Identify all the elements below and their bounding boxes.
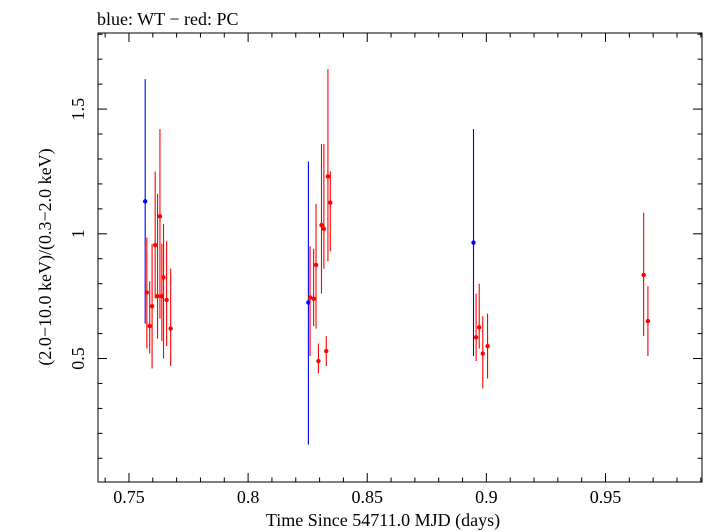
data-point	[306, 300, 311, 305]
data-point	[328, 200, 333, 205]
data-point	[319, 222, 324, 228]
data-point	[471, 240, 476, 245]
x-tick-label: 0.85	[351, 487, 383, 507]
data-point	[164, 297, 169, 303]
data-point	[147, 323, 152, 329]
y-tick-label: 1	[68, 229, 88, 238]
x-tick-label: 0.9	[475, 487, 498, 507]
chart-title: blue: WT − red: PC	[97, 9, 238, 29]
series-1	[144, 69, 651, 389]
data-point	[313, 262, 319, 268]
data-point	[168, 326, 173, 331]
data-point	[155, 293, 160, 299]
axis-ticks: 0.75 0.8 0.85 0.9 0.95 0.5 1 1.5	[68, 33, 702, 507]
series-0	[142, 79, 476, 445]
data-point	[152, 242, 158, 248]
y-axis-label: (2.0−10.0 keV)/(0.3−2.0 keV)	[35, 148, 56, 365]
data-point	[321, 226, 327, 232]
data-marks	[142, 69, 651, 445]
data-point	[161, 275, 166, 280]
data-point	[149, 303, 155, 309]
data-point	[311, 296, 316, 301]
data-point	[641, 272, 646, 278]
plot-frame	[97, 32, 703, 483]
data-point	[307, 295, 313, 300]
data-point	[157, 214, 163, 219]
data-point	[159, 293, 165, 299]
x-tick-label: 0.95	[590, 487, 622, 507]
data-point	[485, 343, 490, 349]
data-point	[324, 348, 329, 354]
data-point	[325, 174, 331, 179]
data-point	[142, 199, 148, 204]
y-tick-label: 1.5	[68, 98, 88, 121]
x-tick-label: 0.8	[237, 487, 260, 507]
data-point	[473, 335, 479, 340]
data-point	[645, 318, 651, 324]
data-point	[144, 290, 150, 295]
x-tick-label: 0.75	[113, 487, 145, 507]
y-tick-label: 0.5	[68, 347, 88, 370]
data-point	[477, 325, 482, 330]
x-axis-label: Time Since 54711.0 MJD (days)	[266, 510, 500, 531]
data-point	[480, 351, 485, 356]
data-point	[316, 358, 321, 364]
